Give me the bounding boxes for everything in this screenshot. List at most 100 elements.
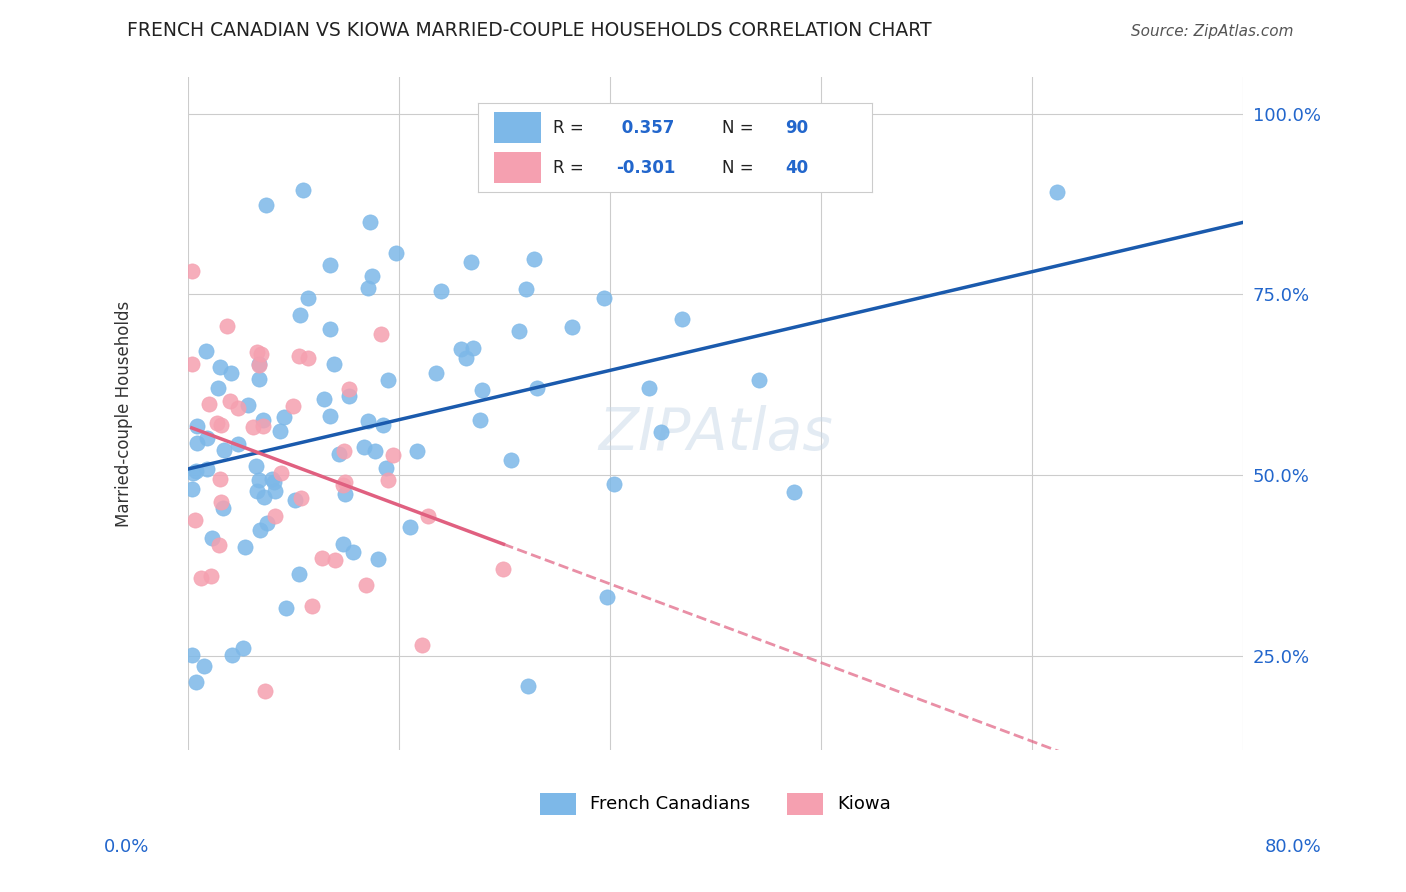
Kiowa [323, 553, 346, 567]
French Canadians [186, 418, 208, 433]
French Canadians [273, 409, 295, 424]
French Canadians [319, 409, 342, 423]
French Canadians [195, 462, 218, 476]
French Canadians [364, 443, 387, 458]
Kiowa [270, 466, 292, 480]
Text: R =: R = [553, 159, 589, 177]
French Canadians [603, 477, 626, 491]
Kiowa [208, 538, 231, 552]
French Canadians [593, 292, 616, 306]
Kiowa [247, 359, 270, 373]
French Canadians [221, 648, 243, 662]
French Canadians [650, 425, 672, 439]
French Canadians [515, 282, 537, 296]
French Canadians [184, 464, 207, 478]
French Canadians [246, 484, 269, 499]
French Canadians [1046, 186, 1069, 200]
Kiowa [180, 357, 202, 371]
French Canadians [212, 500, 235, 515]
Text: Source: ZipAtlas.com: Source: ZipAtlas.com [1130, 24, 1294, 38]
Kiowa [356, 578, 378, 592]
Kiowa [209, 494, 232, 508]
Kiowa [252, 418, 274, 433]
Kiowa [411, 638, 433, 652]
French Canadians [328, 447, 350, 461]
Kiowa [246, 344, 269, 359]
Text: FRENCH CANADIAN VS KIOWA MARRIED-COUPLE HOUSEHOLDS CORRELATION CHART: FRENCH CANADIAN VS KIOWA MARRIED-COUPLE … [127, 21, 931, 39]
Text: Married-couple Households: Married-couple Households [115, 301, 134, 527]
Text: -0.301: -0.301 [616, 159, 675, 177]
French Canadians [337, 389, 360, 403]
French Canadians [292, 183, 315, 197]
French Canadians [471, 383, 494, 397]
French Canadians [264, 483, 287, 498]
Kiowa [253, 683, 276, 698]
French Canadians [322, 357, 344, 371]
Text: N =: N = [723, 159, 759, 177]
French Canadians [357, 281, 380, 295]
Text: N =: N = [723, 119, 759, 136]
Kiowa [418, 509, 440, 524]
French Canadians [288, 567, 311, 582]
French Canadians [201, 531, 224, 545]
Bar [494, 152, 541, 183]
Kiowa [197, 397, 219, 411]
Kiowa [205, 416, 228, 430]
French Canadians [256, 516, 278, 531]
Kiowa [209, 417, 232, 432]
French Canadians [371, 417, 394, 432]
French Canadians [450, 342, 472, 356]
French Canadians [342, 544, 364, 558]
French Canadians [236, 398, 259, 412]
Kiowa [190, 571, 212, 585]
Kiowa [215, 318, 238, 333]
Kiowa [492, 562, 515, 576]
French Canadians [333, 487, 356, 501]
French Canadians [276, 600, 298, 615]
French Canadians [359, 215, 381, 229]
Kiowa [332, 478, 354, 492]
French Canadians [195, 344, 218, 359]
Kiowa [297, 351, 319, 365]
French Canadians [460, 255, 482, 269]
Kiowa [382, 448, 405, 462]
French Canadians [454, 351, 477, 365]
Kiowa [301, 599, 323, 614]
French Canadians [425, 366, 447, 380]
French Canadians [377, 373, 399, 387]
French Canadians [526, 381, 548, 395]
Kiowa [337, 382, 360, 396]
French Canadians [186, 436, 208, 450]
French Canadians [297, 291, 319, 305]
French Canadians [353, 440, 375, 454]
French Canadians [233, 541, 256, 555]
French Canadians [360, 268, 382, 283]
Kiowa [281, 399, 304, 413]
Kiowa [249, 346, 271, 360]
French Canadians [596, 591, 619, 605]
French Canadians [214, 442, 236, 457]
Kiowa [377, 474, 399, 488]
Kiowa [200, 569, 222, 583]
French Canadians [209, 359, 232, 374]
French Canadians [319, 322, 342, 336]
French Canadians [263, 475, 285, 489]
French Canadians [671, 311, 693, 326]
French Canadians [783, 485, 806, 500]
Kiowa [242, 419, 264, 434]
French Canadians [384, 246, 406, 260]
French Canadians [314, 392, 336, 406]
Kiowa [332, 443, 354, 458]
Text: 90: 90 [785, 119, 808, 136]
Text: 40: 40 [785, 159, 808, 177]
Kiowa [180, 264, 202, 278]
Text: ZIPAtlas: ZIPAtlas [598, 406, 832, 462]
Text: R =: R = [553, 119, 583, 136]
French Canadians [375, 460, 398, 475]
French Canadians [501, 453, 523, 467]
French Canadians [254, 198, 277, 212]
French Canadians [405, 444, 427, 458]
French Canadians [226, 436, 249, 450]
French Canadians [367, 551, 389, 566]
French Canadians [319, 258, 342, 272]
